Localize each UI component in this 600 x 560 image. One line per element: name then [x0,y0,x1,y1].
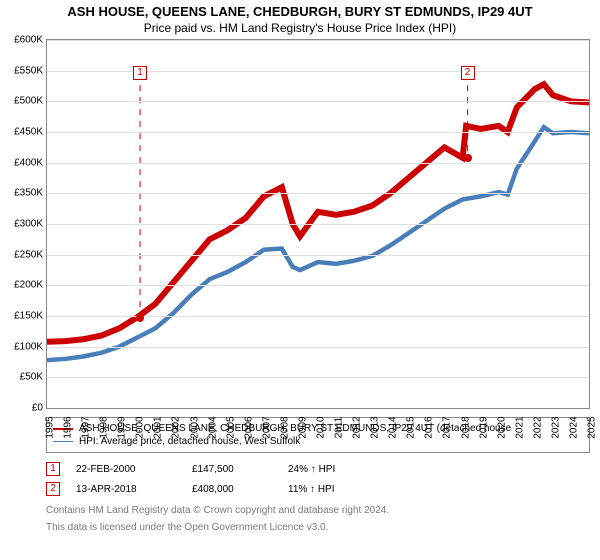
x-axis-label: 1999 [117,416,128,438]
x-axis-label: 2019 [478,416,489,438]
chart-title: ASH HOUSE, QUEENS LANE, CHEDBURGH, BURY … [0,0,600,19]
x-axis-label: 2025 [587,416,598,438]
series-line [47,84,589,342]
y-axis-label: £50K [20,372,43,383]
x-axis-label: 2000 [135,416,146,438]
event-marker: 1 [46,462,60,476]
event-price: £147,500 [192,464,272,475]
annotation-marker: 1 [133,66,147,80]
x-axis-label: 2003 [189,416,200,438]
event-row: 2 13-APR-2018 £408,000 11% ↑ HPI [46,479,590,499]
x-axis-label: 1998 [99,416,110,438]
x-axis-label: 2012 [352,416,363,438]
x-axis-label: 2021 [514,416,525,438]
x-axis-label: 2017 [442,416,453,438]
y-axis-label: £500K [14,96,43,107]
x-axis-label: 2011 [333,417,344,439]
x-axis-label: 1997 [81,416,92,438]
x-axis-label: 2015 [406,416,417,438]
event-table: 1 22-FEB-2000 £147,500 24% ↑ HPI 2 13-AP… [46,459,590,499]
x-axis-label: 2007 [261,416,272,438]
event-delta: 24% ↑ HPI [288,464,335,475]
event-date: 13-APR-2018 [76,484,176,495]
x-axis-label: 2010 [316,416,327,438]
footnote: Contains HM Land Registry data © Crown c… [46,505,590,516]
x-axis-label: 2024 [569,416,580,438]
footnote: This data is licensed under the Open Gov… [46,522,590,533]
event-price: £408,000 [192,484,272,495]
legend-swatch [53,441,73,442]
y-axis-label: £400K [14,157,43,168]
event-delta: 11% ↑ HPI [288,484,335,495]
x-axis-label: 2022 [532,416,543,438]
x-axis-label: 2014 [388,416,399,438]
x-axis-label: 2006 [243,416,254,438]
plot-area: £0£50K£100K£150K£200K£250K£300K£350K£400… [46,39,590,409]
y-axis-label: £200K [14,280,43,291]
y-axis-label: £150K [14,311,43,322]
x-axis-label: 2002 [171,416,182,438]
x-axis-label: 2001 [153,416,164,438]
x-axis-label: 2016 [424,416,435,438]
event-row: 1 22-FEB-2000 £147,500 24% ↑ HPI [46,459,590,479]
chart-subtitle: Price paid vs. HM Land Registry's House … [0,19,600,39]
y-axis-label: £550K [14,65,43,76]
event-marker: 2 [46,482,60,496]
x-axis-label: 1995 [45,416,56,438]
annotation-marker: 2 [461,66,475,80]
y-axis-label: £450K [14,127,43,138]
x-axis-label: 2008 [279,416,290,438]
x-axis-label: 2020 [496,416,507,438]
chart-container: ASH HOUSE, QUEENS LANE, CHEDBURGH, BURY … [0,0,600,560]
x-axis-label: 2009 [298,416,309,438]
x-axis-label: 2023 [550,416,561,438]
annotation-dot [136,314,144,322]
y-axis-label: £100K [14,341,43,352]
y-axis-label: £300K [14,219,43,230]
x-axis-label: 2018 [460,416,471,438]
x-axis-label: 2013 [370,416,381,438]
y-axis-label: £600K [14,35,43,46]
y-axis-label: £0 [32,403,43,414]
y-axis-label: £350K [14,188,43,199]
y-axis-label: £250K [14,249,43,260]
x-axis-label: 1996 [63,416,74,438]
annotation-dot [464,154,472,162]
event-date: 22-FEB-2000 [76,464,176,475]
x-axis-label: 2004 [207,416,218,438]
x-axis-label: 2005 [225,416,236,438]
